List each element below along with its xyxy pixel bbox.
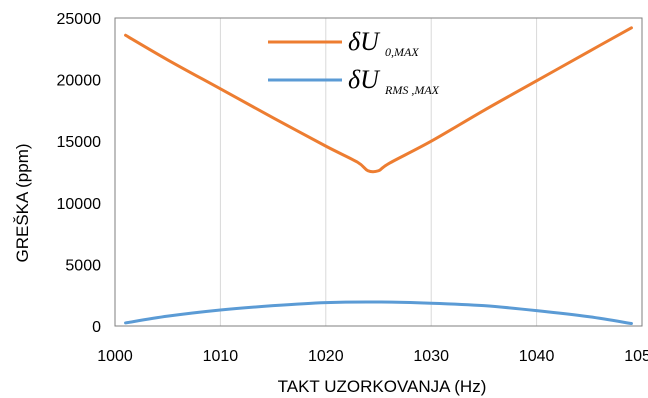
axes [114, 17, 643, 327]
legend-subscript-2: RMS ,MAX [384, 83, 440, 97]
series-line-2 [124, 300, 633, 326]
x-tick-label-1000: 1000 [97, 348, 133, 365]
x-tick-label-1030: 1030 [413, 348, 449, 365]
series-line-1 [124, 26, 633, 174]
y-tick-label-10000: 10000 [57, 196, 102, 213]
y-tick-label-0: 0 [92, 319, 101, 336]
y-tick-label-15000: 15000 [57, 134, 102, 151]
x-tick-label-1040: 1040 [519, 348, 555, 365]
legend-label-2: δU [348, 65, 381, 94]
y-axis-title: GREŠKA (ppm) [13, 143, 32, 262]
y-tick-label-25000: 25000 [57, 11, 102, 28]
legend-subscript-1: 0,MAX [385, 45, 419, 59]
data-series [124, 26, 633, 326]
y-tick-label-20000: 20000 [57, 73, 102, 90]
x-tick-label-1010: 1010 [203, 348, 239, 365]
x-tick-labels: 1000 1010 1020 1030 1040 1050 [97, 348, 648, 365]
legend-label-1: δU [348, 27, 381, 56]
x-tick-label-1050: 1050 [624, 348, 648, 365]
y-tick-label-5000: 5000 [65, 257, 101, 274]
y-tick-labels: 0 5000 10000 15000 20000 25000 [57, 11, 102, 336]
x-axis-title: TAKT UZORKOVANJA (Hz) [278, 377, 487, 396]
plot-area-frame [114, 17, 643, 327]
x-tick-label-1020: 1020 [308, 348, 344, 365]
gridlines [219, 18, 538, 326]
